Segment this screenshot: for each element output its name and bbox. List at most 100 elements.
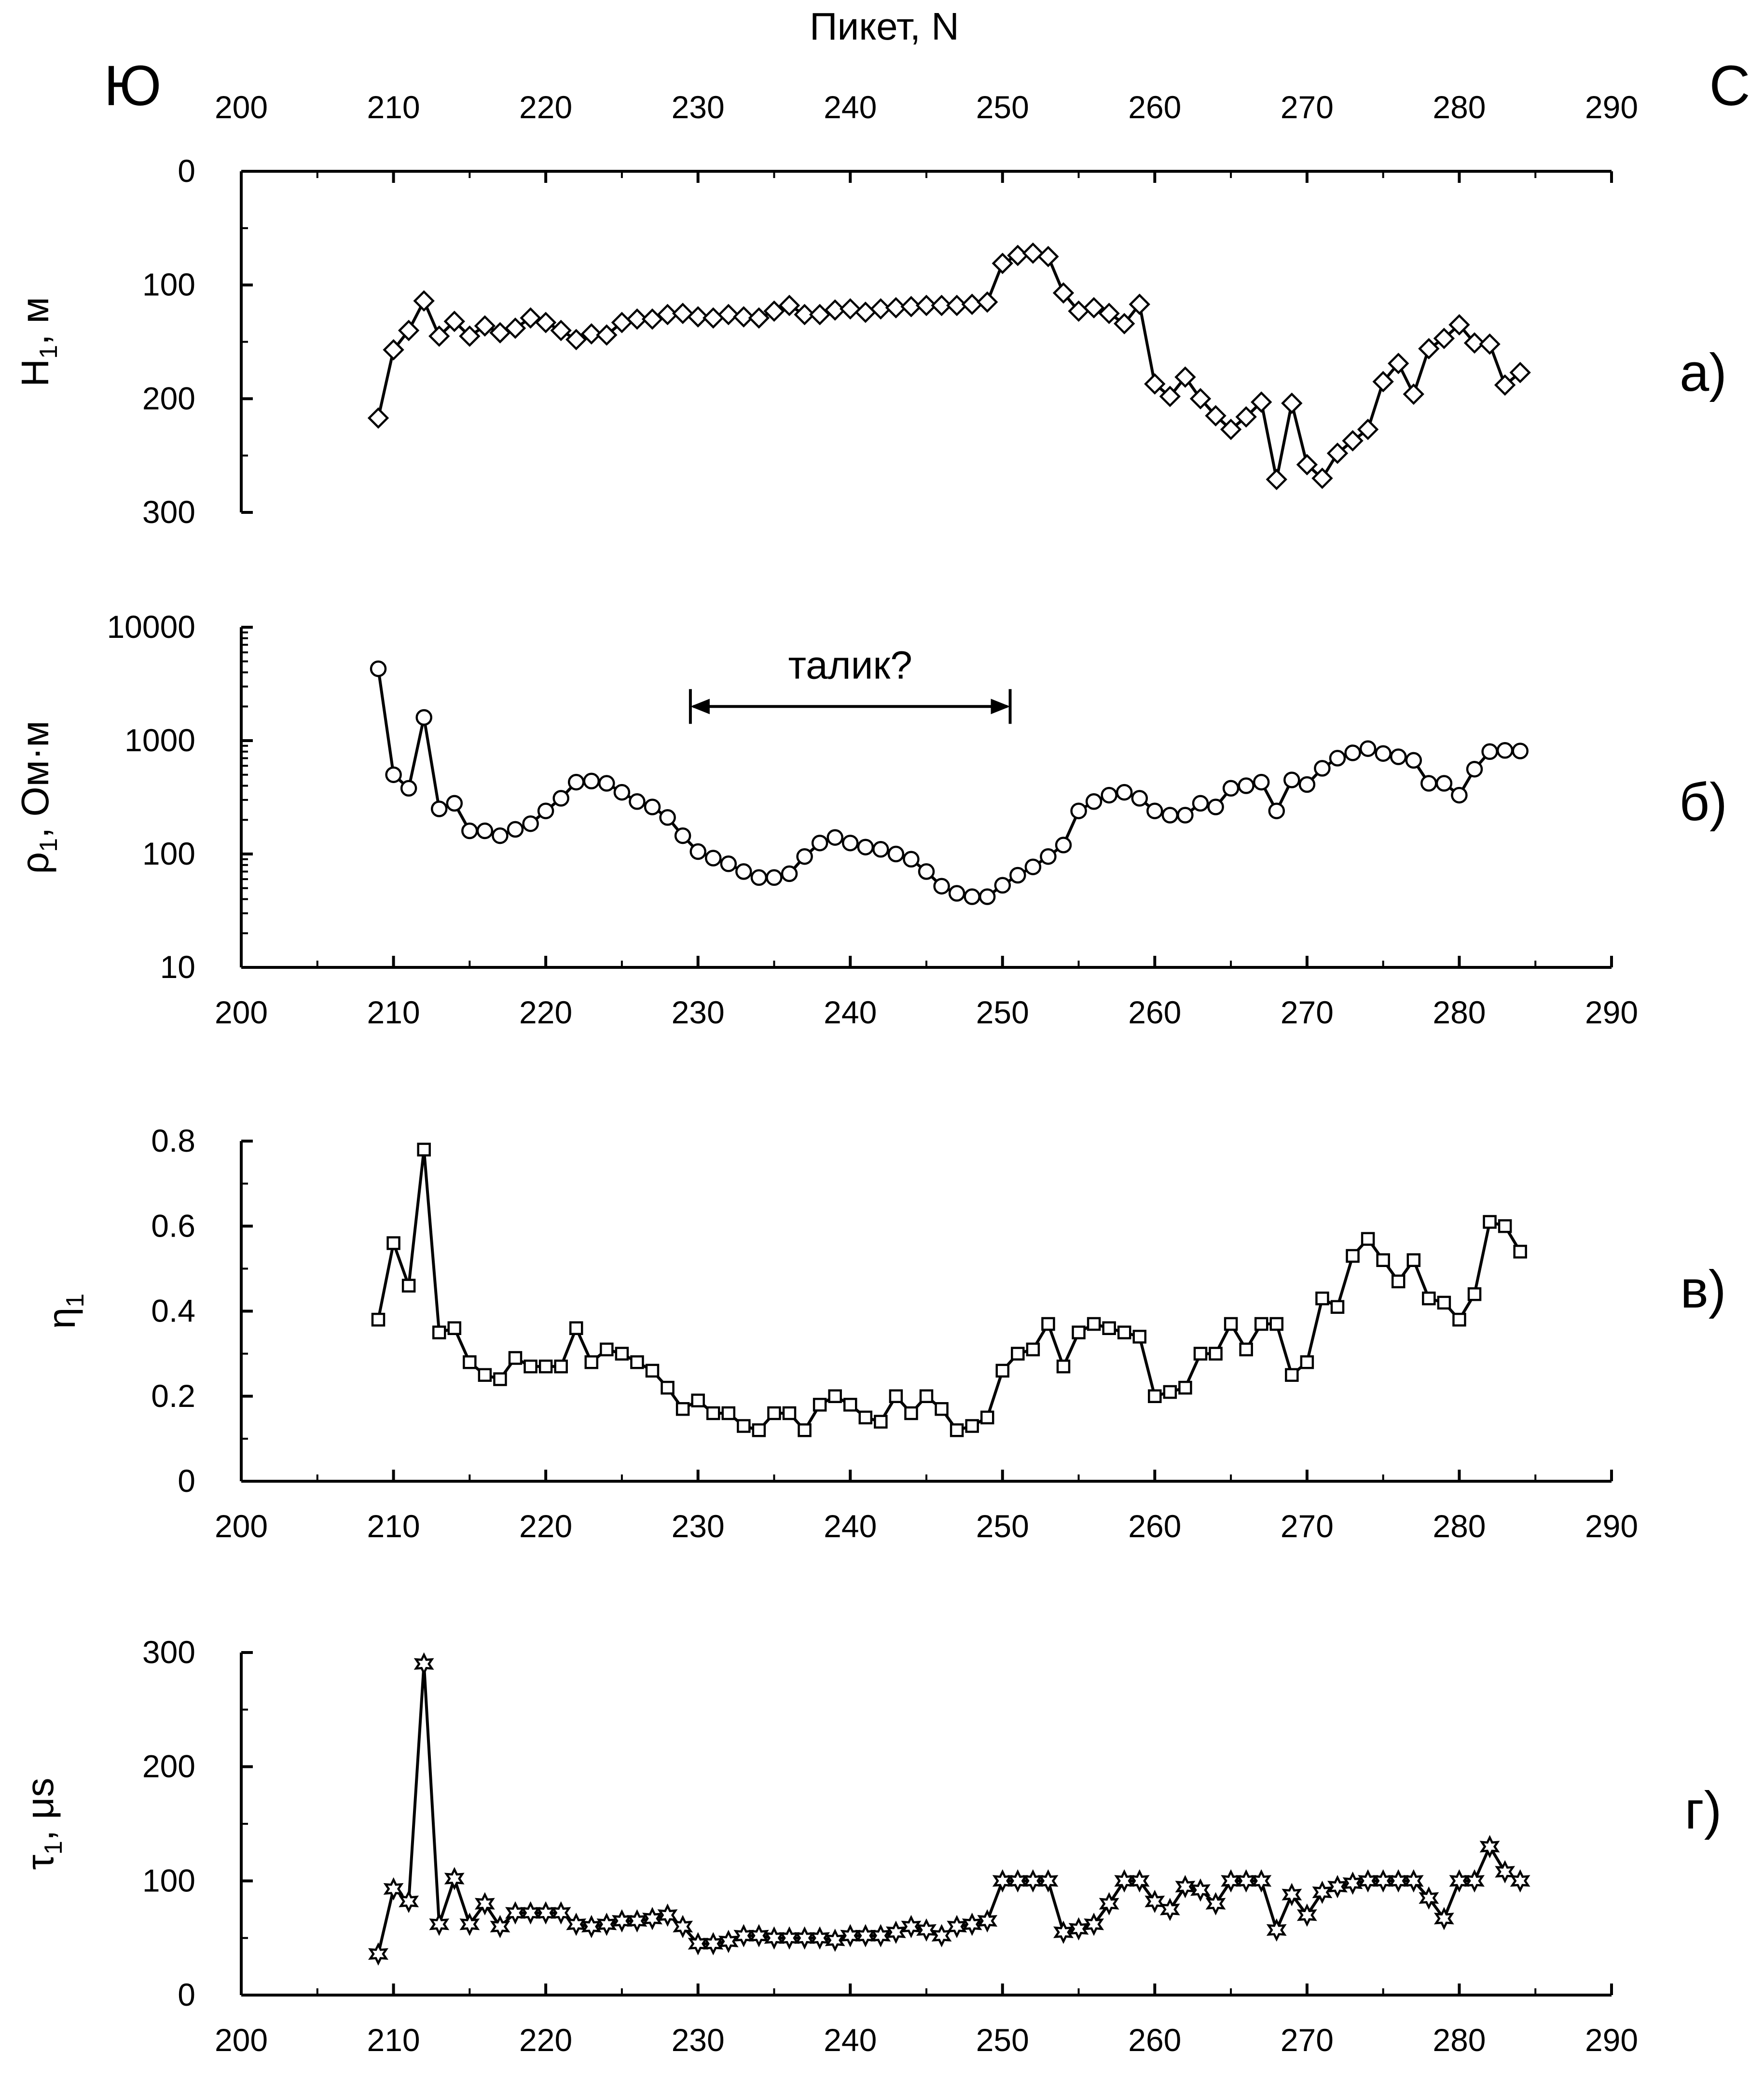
data-point [872,841,889,858]
data-point [370,660,387,677]
data-point [1070,802,1087,819]
data-point [413,290,435,312]
data-point [1282,1883,1302,1906]
data-point [813,1398,827,1412]
data-point [1311,468,1333,489]
data-point [1190,1878,1211,1902]
data-point [1011,1347,1025,1361]
data-point [1479,1835,1500,1859]
data-point [1376,1253,1390,1267]
data-point [1254,1317,1268,1331]
x-tick-label: 230 [672,2022,725,2058]
data-point [1189,388,1212,410]
data-point [474,315,496,337]
panel-label: а) [1680,343,1727,402]
data-point [554,1359,568,1374]
data-point [1419,1886,1439,1910]
data-point [763,300,785,322]
x-tick-label: 250 [976,89,1029,125]
data-point [674,827,691,844]
data-point [1131,790,1148,807]
x-tick-label: 240 [824,89,877,125]
y-tick-label: 100 [142,1862,195,1898]
data-point [1479,333,1501,355]
data-point [642,1907,663,1930]
data-point [675,1402,690,1416]
series-line [377,668,1520,898]
data-point [1205,1892,1226,1915]
panel-b: 200 210 220 230 240 250 260 270 280 290 10 100 1000 1… [14,609,1727,1030]
annotation-arrow-left-head [690,699,710,715]
data-point [1296,1903,1317,1927]
y-axis-unit: , м [14,297,56,344]
direction-north: С [1709,54,1750,118]
data-point [522,815,539,832]
data-point [398,319,420,342]
data-point [1342,430,1364,452]
y-tick-label: 10000 [107,609,195,645]
data-point [1072,1325,1086,1339]
data-point [385,766,402,783]
x-tick-label: 230 [672,994,725,1030]
data-point [493,1372,507,1386]
data-point [415,709,432,726]
data-point [1344,744,1361,761]
data-point [552,790,569,807]
x-tick-label: 280 [1433,2022,1486,2058]
data-point [1390,748,1407,765]
data-point [1405,752,1422,769]
data-point [1251,391,1272,413]
y-axis-unit: , Ом·м [14,721,56,838]
x-tick-label: 280 [1433,994,1486,1030]
x-tick-label: 250 [976,2022,1029,2058]
data-point [661,1380,675,1395]
data-point [1268,802,1285,819]
x-tick-label: 210 [367,2022,420,2058]
data-point [798,1423,812,1437]
x-tick-label: 280 [1433,1508,1486,1544]
data-point [841,834,859,852]
y-tick-label: 300 [142,494,195,530]
x-tick-label: 210 [367,1508,420,1544]
data-point [672,303,694,324]
data-point [794,303,815,326]
data-point [535,312,557,333]
data-point [401,1279,416,1293]
data-point [782,1406,797,1420]
data-point [1083,297,1105,318]
data-point [1193,1347,1208,1361]
x-tick-label: 200 [215,1508,268,1544]
data-point [737,1419,751,1433]
data-point [474,1892,495,1915]
data-point [1239,1342,1253,1357]
data-point [630,1355,644,1369]
data-point [550,319,572,342]
data-point [689,843,706,860]
data-point [1163,1385,1177,1399]
x-tick-label: 250 [976,1508,1029,1544]
data-point [704,850,722,867]
data-point [490,1915,510,1939]
data-point [1296,454,1318,476]
x-tick-label: 270 [1281,89,1334,125]
x-tick-label: 240 [824,994,877,1030]
y-axis-symbol: τ [18,1855,61,1870]
data-point [994,877,1011,894]
x-tick-label: 290 [1585,1508,1638,1544]
y-tick-label: 100 [142,836,195,871]
data-point [824,299,846,321]
data-point [1481,743,1498,760]
data-point [980,1410,994,1425]
data-point [827,829,843,846]
data-point [1159,1898,1180,1921]
data-point [992,252,1013,275]
data-point [870,298,892,320]
data-point [537,802,554,819]
data-point [428,325,450,347]
data-point [1101,786,1117,804]
data-point [1053,1920,1074,1944]
data-point [919,1389,934,1403]
y-axis-label: ρ1, Ом·м [14,721,63,874]
data-point [918,863,935,880]
data-point [717,303,739,326]
